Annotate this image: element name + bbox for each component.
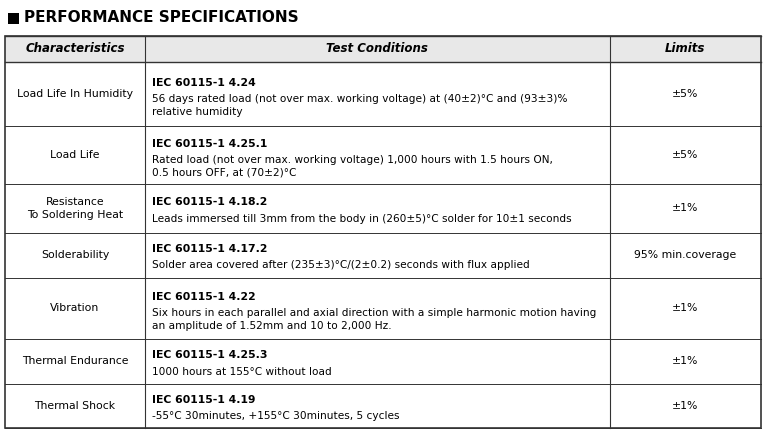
Text: Load Life: Load Life — [51, 150, 100, 160]
Text: PERFORMANCE SPECIFICATIONS: PERFORMANCE SPECIFICATIONS — [24, 10, 299, 25]
Text: Resistance
To Soldering Heat: Resistance To Soldering Heat — [27, 197, 123, 220]
Text: IEC 60115-1 4.22: IEC 60115-1 4.22 — [152, 292, 256, 302]
Text: ±1%: ±1% — [673, 401, 699, 411]
Text: IEC 60115-1 4.24: IEC 60115-1 4.24 — [152, 78, 256, 88]
Text: Limits: Limits — [665, 42, 705, 55]
Text: IEC 60115-1 4.25.1: IEC 60115-1 4.25.1 — [152, 139, 267, 149]
Text: -55°C 30minutes, +155°C 30minutes, 5 cycles: -55°C 30minutes, +155°C 30minutes, 5 cyc… — [152, 411, 399, 421]
Text: ±1%: ±1% — [673, 203, 699, 213]
Text: IEC 60115-1 4.25.3: IEC 60115-1 4.25.3 — [152, 350, 267, 360]
Text: Characteristics: Characteristics — [25, 42, 125, 55]
Text: Rated load (not over max. working voltage) 1,000 hours with 1.5 hours ON,
0.5 ho: Rated load (not over max. working voltag… — [152, 155, 553, 178]
Text: Six hours in each parallel and axial direction with a simple harmonic motion hav: Six hours in each parallel and axial dir… — [152, 308, 596, 331]
Text: ±5%: ±5% — [673, 89, 699, 99]
Text: IEC 60115-1 4.19: IEC 60115-1 4.19 — [152, 394, 255, 404]
Text: IEC 60115-1 4.18.2: IEC 60115-1 4.18.2 — [152, 197, 267, 207]
Text: Thermal Shock: Thermal Shock — [34, 401, 116, 411]
Text: Load Life In Humidity: Load Life In Humidity — [17, 89, 133, 99]
Text: ±1%: ±1% — [673, 303, 699, 313]
Text: ±1%: ±1% — [673, 356, 699, 366]
Text: Vibration: Vibration — [51, 303, 100, 313]
Text: Solder area covered after (235±3)°C/(2±0.2) seconds with flux applied: Solder area covered after (235±3)°C/(2±0… — [152, 260, 529, 270]
Text: Test Conditions: Test Conditions — [326, 42, 428, 55]
Text: 95% min.coverage: 95% min.coverage — [634, 250, 737, 260]
Bar — [8, 13, 19, 23]
Text: IEC 60115-1 4.17.2: IEC 60115-1 4.17.2 — [152, 244, 267, 254]
Text: ±5%: ±5% — [673, 150, 699, 160]
Text: Leads immersed till 3mm from the body in (260±5)°C solder for 10±1 seconds: Leads immersed till 3mm from the body in… — [152, 213, 571, 223]
Text: Solderability: Solderability — [41, 250, 109, 260]
Text: 1000 hours at 155°C without load: 1000 hours at 155°C without load — [152, 367, 332, 377]
Bar — [5, 36, 761, 62]
Text: Thermal Endurance: Thermal Endurance — [21, 356, 128, 366]
Text: 56 days rated load (not over max. working voltage) at (40±2)°C and (93±3)%
relat: 56 days rated load (not over max. workin… — [152, 94, 568, 117]
